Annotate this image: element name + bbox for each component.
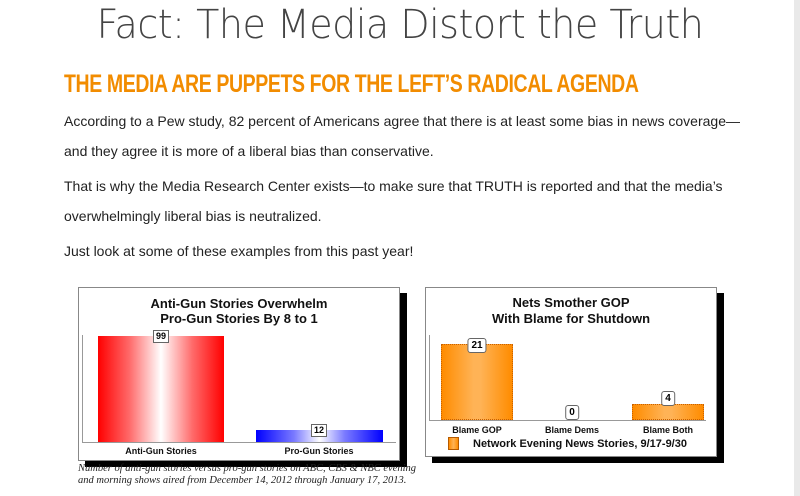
- category-label-blame-both: Blame Both: [642, 425, 694, 435]
- category-label-blame-dems: Blame Dems: [544, 425, 600, 435]
- x-axis: [82, 442, 396, 443]
- category-label-blame-gop: Blame GOP: [452, 425, 502, 435]
- paragraph-pew-study: According to a Pew study, 82 percent of …: [64, 113, 740, 159]
- category-label-pro-gun: Pro-Gun Stories: [284, 446, 354, 456]
- value-label-blame-dems: 0: [565, 405, 579, 420]
- page-title: Fact: The Media Distort the Truth: [96, 2, 704, 48]
- bar-blame-both: [632, 404, 704, 420]
- bar-anti-gun: [98, 336, 224, 442]
- value-label-blame-gop: 21: [467, 338, 487, 353]
- y-axis: [429, 335, 430, 420]
- chart-caption: Number of anti-gun stories versus pro-gu…: [78, 463, 417, 486]
- chart-title-line1: Anti-Gun Stories Overwhelm: [150, 296, 328, 311]
- value-label-anti-gun: 99: [152, 330, 170, 343]
- shutdown-blame-chart: Nets Smother GOP With Blame for Shutdown…: [425, 287, 717, 457]
- section-headline: THE MEDIA ARE PUPPETS FOR THE LEFT’S RAD…: [64, 70, 639, 98]
- y-axis: [82, 335, 83, 442]
- page-edge-strip: [794, 0, 800, 496]
- value-label-blame-both: 4: [661, 391, 675, 406]
- bar-blame-gop: [441, 344, 513, 420]
- legend-label: Network Evening News Stories, 9/17-9/30: [473, 437, 687, 450]
- x-axis: [429, 420, 706, 421]
- legend-swatch-icon: [448, 437, 459, 450]
- anti-gun-chart: Anti-Gun Stories Overwhelm Pro-Gun Stori…: [78, 287, 400, 461]
- paragraph-mrc-mission: That is why the Media Research Center ex…: [64, 178, 723, 224]
- paragraph-examples-intro: Just look at some of these examples from…: [64, 243, 414, 259]
- chart-title-line1: Nets Smother GOP: [512, 295, 630, 310]
- chart-legend: Network Evening News Stories, 9/17-9/30: [448, 437, 687, 450]
- chart-title-line2: Pro-Gun Stories By 8 to 1: [160, 311, 318, 326]
- value-label-pro-gun: 12: [310, 424, 328, 437]
- category-label-anti-gun: Anti-Gun Stories: [125, 446, 197, 456]
- chart-title-line2: With Blame for Shutdown: [491, 311, 651, 326]
